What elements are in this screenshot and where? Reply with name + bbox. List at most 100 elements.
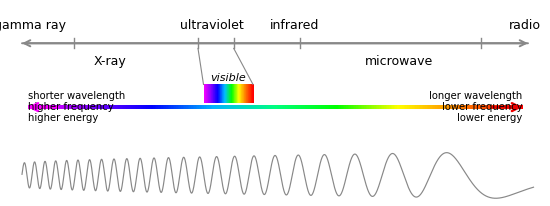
Bar xyxy=(270,105,272,109)
Bar xyxy=(223,84,224,103)
Bar xyxy=(349,105,351,109)
Bar xyxy=(191,105,193,109)
Bar xyxy=(503,105,505,109)
Bar xyxy=(232,84,233,103)
Bar xyxy=(267,105,269,109)
Bar xyxy=(214,84,215,103)
Bar xyxy=(318,105,320,109)
Bar xyxy=(168,105,170,109)
Text: microwave: microwave xyxy=(365,55,433,68)
Bar xyxy=(155,105,157,109)
Bar xyxy=(235,105,238,109)
Bar xyxy=(428,105,431,109)
Bar xyxy=(128,105,130,109)
Bar xyxy=(183,105,185,109)
Bar xyxy=(59,105,61,109)
Bar xyxy=(354,105,356,109)
Bar xyxy=(285,105,287,109)
Bar xyxy=(244,84,245,103)
Bar xyxy=(470,105,472,109)
Bar xyxy=(280,105,282,109)
Bar xyxy=(28,105,30,109)
Bar xyxy=(262,105,264,109)
Bar xyxy=(29,105,31,109)
Bar xyxy=(221,105,223,109)
Bar xyxy=(235,84,236,103)
Bar xyxy=(82,105,84,109)
Bar xyxy=(440,105,442,109)
Bar xyxy=(209,84,210,103)
Bar xyxy=(105,105,107,109)
Bar xyxy=(217,84,218,103)
Text: X-ray: X-ray xyxy=(94,55,126,68)
Bar xyxy=(387,105,389,109)
Bar xyxy=(158,105,160,109)
Bar xyxy=(151,105,153,109)
Bar xyxy=(488,105,490,109)
Bar xyxy=(146,105,148,109)
Bar xyxy=(422,105,424,109)
Bar xyxy=(220,84,221,103)
Text: infrared: infrared xyxy=(270,19,319,32)
Bar xyxy=(118,105,120,109)
Bar xyxy=(164,105,167,109)
Bar xyxy=(225,84,226,103)
Bar xyxy=(282,105,284,109)
Bar xyxy=(102,105,104,109)
Bar xyxy=(243,84,244,103)
Bar xyxy=(461,105,464,109)
Bar xyxy=(90,105,92,109)
Bar xyxy=(153,105,155,109)
Bar xyxy=(75,105,78,109)
Bar xyxy=(295,105,297,109)
Bar xyxy=(458,105,460,109)
Bar xyxy=(258,105,261,109)
Text: higher energy: higher energy xyxy=(28,114,98,123)
Bar xyxy=(463,105,465,109)
Bar xyxy=(486,105,488,109)
Bar xyxy=(32,105,35,109)
Bar xyxy=(245,84,246,103)
Bar xyxy=(448,105,450,109)
Bar xyxy=(133,105,135,109)
Bar xyxy=(351,105,353,109)
Bar xyxy=(211,84,212,103)
Bar xyxy=(405,105,408,109)
Bar xyxy=(173,105,175,109)
Bar xyxy=(308,105,310,109)
Text: higher frequency: higher frequency xyxy=(28,102,113,112)
Bar xyxy=(62,105,64,109)
Bar xyxy=(521,105,523,109)
Bar xyxy=(210,84,211,103)
Bar xyxy=(511,105,513,109)
Bar xyxy=(47,105,50,109)
Bar xyxy=(174,105,177,109)
Bar xyxy=(490,105,492,109)
Bar xyxy=(221,84,222,103)
Text: shorter wavelength: shorter wavelength xyxy=(28,91,125,101)
Bar xyxy=(481,105,483,109)
Bar xyxy=(214,84,216,103)
Bar xyxy=(235,84,236,103)
Bar xyxy=(424,105,426,109)
Bar xyxy=(478,105,480,109)
Bar xyxy=(483,105,485,109)
Bar xyxy=(485,105,487,109)
Bar xyxy=(204,105,206,109)
Bar xyxy=(254,105,256,109)
Bar xyxy=(230,105,233,109)
Bar xyxy=(241,84,243,103)
Bar xyxy=(386,105,388,109)
Bar xyxy=(171,105,173,109)
Bar xyxy=(163,105,165,109)
Bar xyxy=(404,105,406,109)
Bar xyxy=(341,105,343,109)
Bar xyxy=(382,105,384,109)
Bar xyxy=(89,105,91,109)
Bar xyxy=(252,84,254,103)
Bar xyxy=(227,84,228,103)
Bar xyxy=(234,84,235,103)
Bar xyxy=(232,84,233,103)
Bar xyxy=(207,84,208,103)
Bar xyxy=(498,105,500,109)
